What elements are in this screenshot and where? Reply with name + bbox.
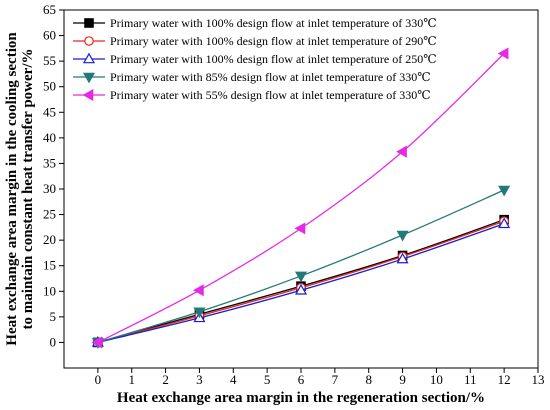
series-5 [91,47,509,349]
x-tick-label: 1 [128,372,135,387]
legend-label: Primary water with 85% design flow at in… [110,70,431,84]
y-tick-label: 0 [50,334,57,349]
tick-labels: 0 1 2 3 4 5 6 7 8 9 10 11 12 130510152025303540455055… [43,2,545,387]
x-tick-label: 2 [162,372,169,387]
legend-item-5: Primary water with 55% design flow at in… [73,88,431,102]
data-point [294,271,308,283]
y-tick-label: 55 [43,53,56,68]
legend-item-2: Primary water with 100% design flow at i… [73,34,437,48]
y-tick-label: 30 [43,181,56,196]
data-point [498,217,511,229]
x-tick-label: 12 [498,372,511,387]
x-axis-title: Heat exchange area margin in the regener… [117,390,485,406]
y-axis-title-line-1: Heat exchange area margin in the cooling… [4,32,20,346]
data-point [294,283,308,295]
legend-label: Primary water with 100% design flow at i… [110,52,437,66]
y-tick-label: 10 [43,283,56,298]
y-tick-label: 45 [43,104,56,119]
series-group [91,47,511,349]
legend: Primary water with 100% design flow at i… [73,16,437,102]
legend-label: Primary water with 100% design flow at i… [110,34,437,48]
x-tick-label: 9 [399,372,406,387]
x-tick-label: 8 [365,372,372,387]
legend-marker [82,72,96,84]
x-tick-label: 7 [332,372,339,387]
x-tick-label: 4 [230,372,237,387]
y-axis-title-line-2: to maintain constant heat transfer power… [20,49,36,330]
legend-item-1: Primary water with 100% design flow at i… [73,16,437,30]
legend-marker [84,36,94,46]
y-axis-title: Heat exchange area margin in the cooling… [4,32,36,346]
y-tick-label: 50 [43,79,56,94]
y-tick-label: 60 [43,28,56,43]
x-tick-label: 13 [532,372,545,387]
x-tick-label: 5 [264,372,271,387]
legend-marker [82,52,96,64]
legend-marker [82,88,94,102]
legend-item-4: Primary water with 85% design flow at in… [73,70,431,84]
data-point [497,47,509,60]
y-tick-label: 20 [43,232,56,247]
legend-label: Primary water with 100% design flow at i… [110,16,437,30]
x-tick-label: 10 [430,372,443,387]
data-point [193,307,206,319]
data-point [396,145,407,158]
y-tick-label: 15 [43,258,56,273]
data-point [498,185,511,197]
x-tick-label: 0 [95,372,102,387]
y-tick-label: 35 [43,155,56,170]
data-point [396,252,409,264]
x-tick-label: 11 [464,372,477,387]
tick-marks [59,9,539,373]
y-tick-label: 40 [43,130,56,145]
x-tick-label: 3 [196,372,203,387]
y-tick-label: 5 [50,309,57,324]
legend-marker [84,18,94,28]
data-point [91,336,103,349]
data-point [193,284,204,297]
data-point [396,230,409,242]
x-tick-label: 6 [298,372,305,387]
y-tick-label: 65 [43,2,56,17]
data-point [294,222,306,235]
series-4 [91,185,511,349]
legend-item-3: Primary water with 100% design flow at i… [73,52,437,66]
series-4-line [97,189,505,344]
y-tick-label: 25 [43,207,56,222]
legend-label: Primary water with 55% design flow at in… [110,88,431,102]
